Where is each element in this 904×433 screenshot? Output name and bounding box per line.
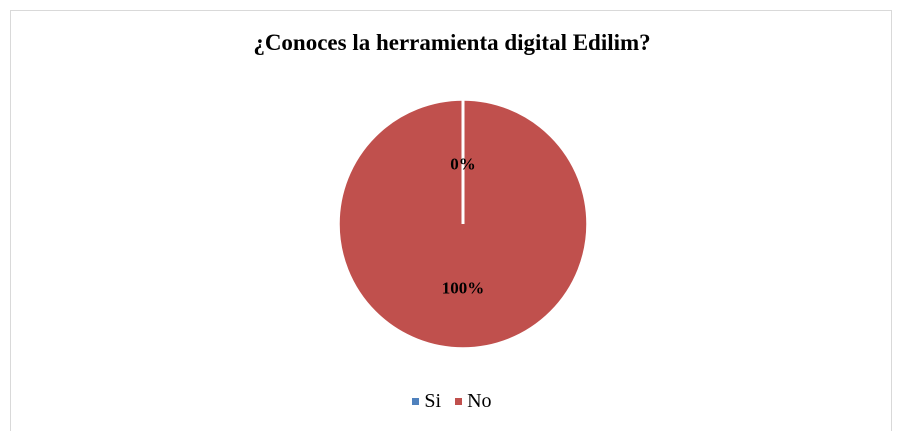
legend-item-no: No (455, 390, 492, 413)
data-label-no: 100% (442, 279, 485, 298)
legend-swatch-si (412, 398, 420, 405)
legend-label-si: Si (424, 390, 442, 412)
data-label-si: 0% (450, 155, 476, 174)
legend-label-no: No (467, 390, 492, 412)
legend-swatch-no (455, 398, 463, 405)
chart-title: ¿Conoces la herramienta digital Edilim? (253, 30, 651, 55)
legend-item-si: Si (412, 390, 441, 413)
legend: Si No (0, 390, 904, 413)
